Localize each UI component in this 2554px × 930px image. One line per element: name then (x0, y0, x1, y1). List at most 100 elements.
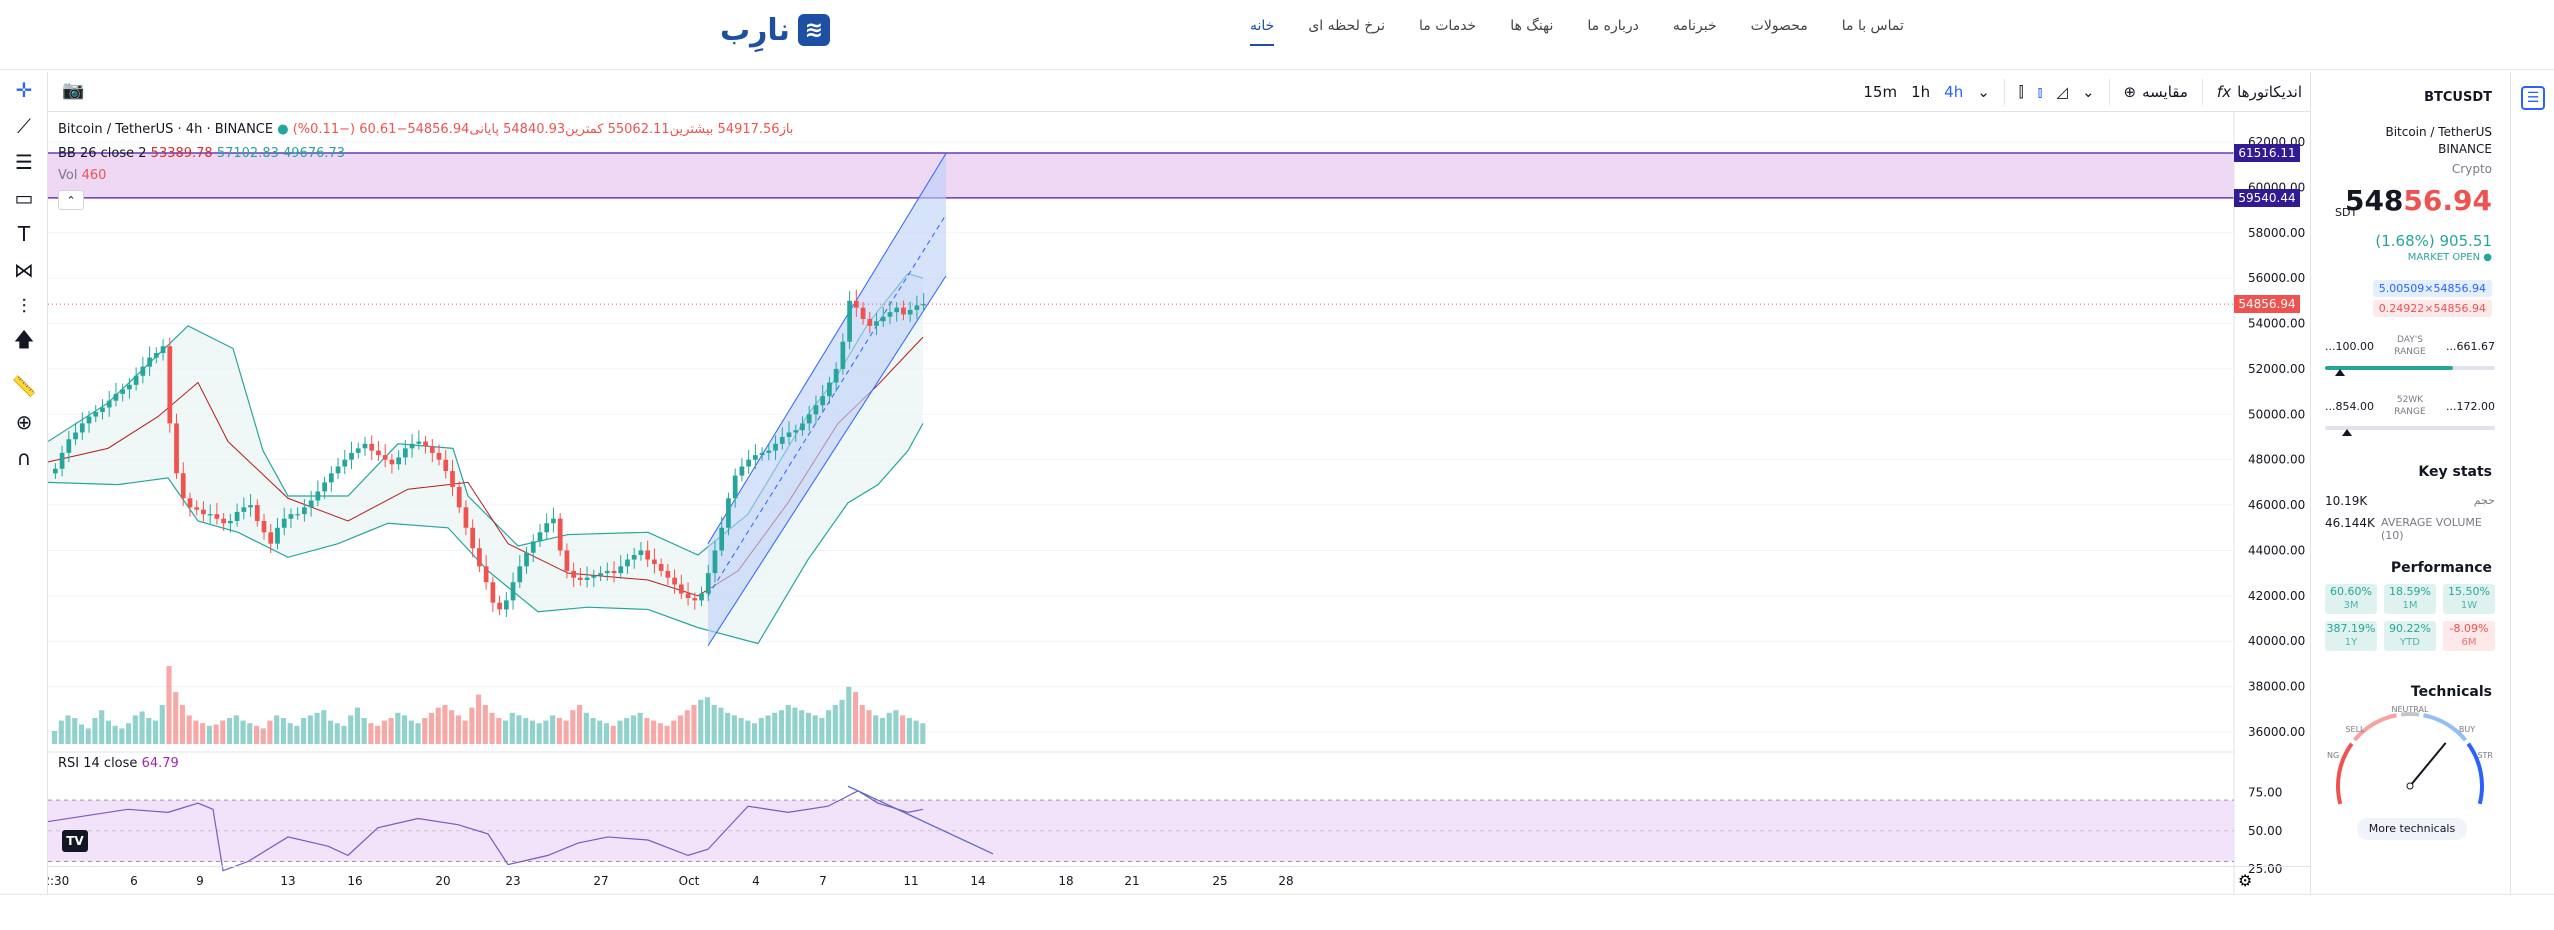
gauge-needle (2409, 742, 2447, 787)
performance-period: 1M (2402, 600, 2418, 611)
volume-bar (449, 710, 455, 744)
gauge-neutral-arc (2400, 712, 2420, 717)
volume-bar (78, 724, 85, 744)
last-price: 54856.94 (2345, 184, 2492, 217)
prediction-tool-icon[interactable]: ⫶ (21, 294, 27, 318)
arrow-up-icon[interactable]: 🡅 (13, 327, 35, 351)
timeframe-15m[interactable]: 15m (1863, 83, 1898, 101)
watchlist-icon[interactable]: ☰ (2521, 86, 2545, 110)
days-range-fill (2325, 366, 2453, 370)
compare-button[interactable]: ⊕ مقایسه (2124, 83, 2188, 101)
compare-label: مقایسه (2142, 83, 2188, 101)
candle-body (786, 432, 792, 437)
candle-body (382, 455, 388, 460)
market-status: MARKET OPEN ● (2408, 252, 2492, 263)
indicators-button[interactable]: fx اندیکاتورها (2217, 83, 2302, 101)
chevron-down-icon[interactable]: ⌄ (2081, 83, 2095, 101)
chart-pane[interactable]: 62000.00 60000.00 58000.00 56000.00 54000.00… (48, 112, 2310, 894)
bar-chart-type-icon[interactable]: ⫿ (2018, 83, 2024, 101)
time-tick-label: 7 (819, 874, 827, 888)
price-tick-label: 56000.00 (2248, 271, 2305, 285)
volume-bar (395, 712, 401, 744)
time-tick-label: 23 (505, 874, 520, 888)
volume-bar (900, 715, 906, 744)
candle-body (140, 366, 146, 376)
trend-line-tool-icon[interactable]: ⟋ (17, 114, 31, 138)
gauge-buy-arc (2423, 713, 2468, 742)
volume-bar (72, 718, 78, 744)
chart-top-toolbar: 📷 15m 1h 4h ⌄ ⫿ ⫾ ◿ ⌄ ⊕ مقایسه fx اندیکا… (48, 72, 2310, 112)
candle-body (221, 518, 226, 524)
candle-body (477, 548, 482, 567)
pattern-tool-icon[interactable]: ⋈ (14, 258, 34, 282)
volume-bar (428, 712, 435, 744)
gauge-strong-sell-arc (2336, 742, 2354, 805)
performance-period: YTD (2400, 637, 2420, 648)
more-technicals-button[interactable]: More technicals (2357, 818, 2467, 840)
rsi-legend[interactable]: RSI 14 close 64.79 (58, 756, 179, 771)
tradingview-logo[interactable]: TV (62, 830, 88, 852)
candle-body (234, 511, 240, 521)
price-tick-label: 44000.00 (2248, 543, 2305, 557)
crosshair-tool-icon[interactable]: ✛ (15, 78, 33, 102)
time-axis[interactable]: 12:30 6 9 13 16 20 23 27 Oct 4 7 11 14 18 21 25 28 ⚙ (35, 866, 2310, 894)
volume-bar (590, 718, 596, 744)
volume-legend[interactable]: Vol 460 (58, 168, 106, 183)
candle-body (901, 307, 906, 315)
ruler-tool-icon[interactable]: 📏 (11, 374, 37, 398)
nav-item-7[interactable]: تماس با ما (1841, 18, 1904, 34)
camera-icon[interactable]: 📷 (62, 80, 85, 101)
price-chart-svg[interactable]: 62000.0060000.0058000.0056000.0054000.00… (48, 112, 2310, 894)
candle-body (894, 307, 900, 313)
nav-item-5[interactable]: خبرنامه (1672, 18, 1717, 34)
nav-item-3[interactable]: نهنگ ها (1510, 18, 1554, 34)
candle-body (746, 459, 751, 467)
volume-bar (543, 720, 549, 744)
volume-bar (307, 715, 313, 744)
nav-item-0[interactable]: خانه (1250, 18, 1275, 46)
area-chart-type-icon[interactable]: ◿ (2056, 83, 2068, 101)
time-tick-label: 9 (196, 874, 204, 888)
main-nav: خانه نرخ لحظه ای خدمات ما نهنگ ها درباره ما خ… (1250, 18, 1904, 46)
symbol-type: Crypto (2451, 162, 2492, 176)
performance-period: 1Y (2344, 637, 2358, 648)
bb-lower-value: 49676.73 (283, 146, 346, 161)
magnet-icon[interactable]: ∩ (16, 446, 32, 470)
text-tool-icon[interactable]: T (17, 222, 31, 246)
collapse-legend-button[interactable]: ⌃ (58, 190, 84, 210)
candle-body (530, 541, 536, 553)
candle-body (302, 507, 307, 515)
volume-bar (597, 720, 603, 744)
volume-bar (173, 692, 179, 744)
time-tick-label: 4 (752, 874, 760, 888)
nav-item-4[interactable]: درباره ما (1587, 18, 1639, 34)
nav-item-1[interactable]: نرخ لحظه ای (1308, 18, 1386, 34)
chevron-down-icon[interactable]: ⌄ (1977, 83, 1990, 101)
performance-tile: 60.60% 3M (2325, 584, 2377, 614)
volume-bar (496, 718, 502, 744)
candle-body (456, 486, 462, 508)
candle-body (887, 312, 893, 317)
52wk-range-pointer-icon (2342, 429, 2352, 436)
timeframe-4h[interactable]: 4h (1944, 83, 1964, 101)
candles-chart-type-icon[interactable]: ⫾ (2037, 83, 2043, 101)
candle-body (470, 527, 476, 549)
performance-tile: 90.22% YTD (2384, 621, 2436, 651)
candle-body (503, 600, 509, 610)
nav-item-products-dropdown[interactable]: محصولات (1750, 18, 1808, 34)
zoom-in-icon[interactable]: ⊕ (15, 410, 33, 434)
ohlc-values: باز54917.56 بیشترین55062.11 کمترین54840.… (292, 122, 794, 137)
panel-symbol-name[interactable]: Bitcoin / TetherUS BINANCE (2385, 124, 2492, 158)
rectangle-tool-icon[interactable]: ▭ (14, 186, 34, 210)
time-tick-label: 6 (130, 874, 138, 888)
bb-legend[interactable]: BB 26 close 2 53389.78 57102.83 49676.73 (58, 146, 345, 161)
nav-item-2[interactable]: خدمات ما (1419, 18, 1477, 34)
volume-bar (698, 699, 704, 744)
candle-body (322, 482, 327, 492)
timeframe-1h[interactable]: 1h (1911, 83, 1931, 101)
settings-gear-icon[interactable]: ⚙ (2238, 871, 2252, 890)
site-logo[interactable]: نارِب ≋ (720, 12, 830, 48)
bb-basis-value: 53389.78 (150, 146, 213, 161)
fib-tool-icon[interactable]: ☰ (15, 150, 33, 174)
price-change: (1.68%) 905.51 (2375, 232, 2492, 250)
